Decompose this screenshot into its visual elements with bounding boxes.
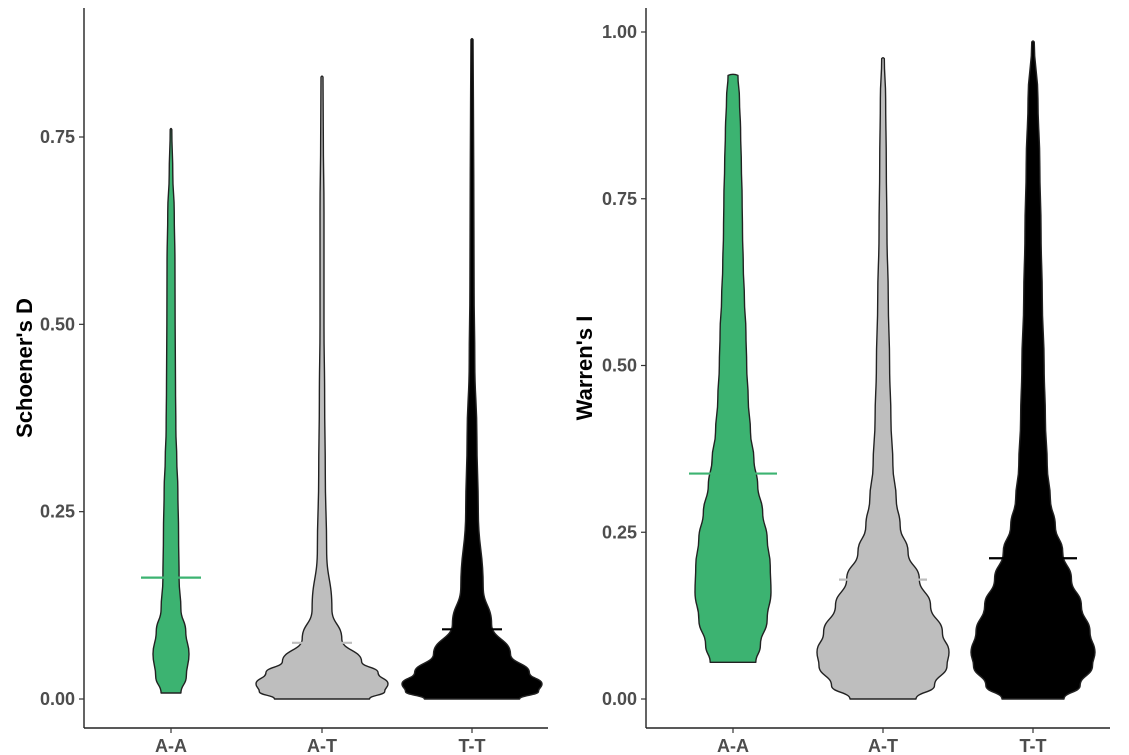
violin-a-t [255,75,389,700]
x-tick-label: A-T [868,736,898,755]
panel-warrens-i: 0.00 0.25 0.50 0.75 1.00 Warren's I A-A A-T T-T [572,8,1110,755]
violin-a-a [152,127,190,694]
y-tick-label: 0.25 [40,502,75,522]
violin-t-t [970,40,1096,700]
x-tick-label: A-A [717,736,749,755]
panel-schoeners-d: 0.00 0.25 0.50 0.75 Schoener's D A-A A-T T-T [12,8,548,755]
y-tick-label: 0.00 [40,689,75,709]
x-tick-label: A-A [155,736,187,755]
y-tick-label: 0.75 [602,189,637,209]
violin-a-a [694,73,772,664]
y-tick-label: 0.00 [602,689,637,709]
x-tick-label: T-T [459,736,486,755]
y-tick-label: 0.75 [40,127,75,147]
y-axis-title: Schoener's D [12,298,37,438]
x-tick-label: T-T [1020,736,1047,755]
violin-a-t [816,56,950,700]
y-tick-label: 1.00 [602,22,637,42]
y-tick-label: 0.25 [602,522,637,542]
y-tick-label: 0.50 [40,314,75,334]
x-tick-label: A-T [307,736,337,755]
y-axis-title: Warren's I [572,316,597,421]
violin-t-t [401,37,543,700]
y-tick-label: 0.50 [602,356,637,376]
